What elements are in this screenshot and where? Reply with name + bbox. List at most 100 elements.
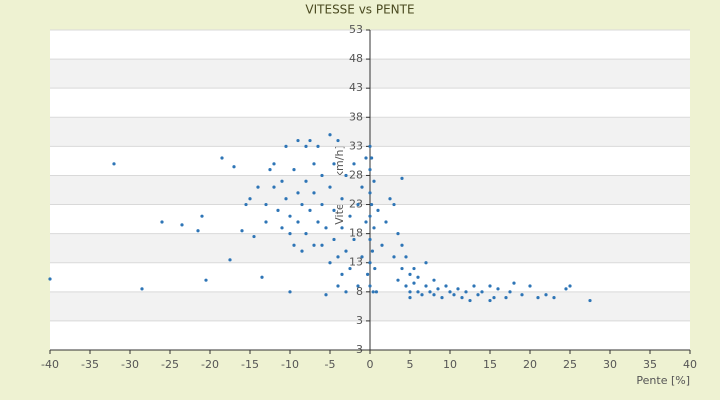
point: [336, 284, 340, 288]
point: [160, 220, 164, 224]
point: [348, 214, 352, 218]
point: [452, 293, 456, 297]
point: [568, 284, 572, 288]
point: [280, 226, 284, 230]
x-tick-label: -20: [201, 358, 219, 371]
point: [404, 284, 408, 288]
x-tick-label: -40: [41, 358, 59, 371]
point: [368, 214, 372, 218]
point: [440, 296, 444, 300]
point: [368, 284, 372, 288]
chart-title: VITESSE vs PENTE: [305, 3, 414, 17]
point: [412, 281, 416, 285]
point: [252, 234, 256, 239]
point: [536, 296, 540, 300]
point: [432, 293, 436, 297]
x-tick-label: -35: [81, 358, 99, 371]
point: [368, 261, 372, 265]
point: [272, 162, 276, 166]
point: [196, 229, 200, 233]
point: [320, 202, 324, 207]
point: [512, 281, 516, 285]
point: [324, 293, 328, 297]
point: [352, 162, 356, 166]
point: [304, 232, 308, 236]
point: [460, 296, 464, 300]
point: [256, 185, 260, 189]
point: [336, 138, 340, 143]
y-tick-label: 18: [349, 227, 363, 240]
y-tick-label: 23: [349, 198, 363, 211]
point: [328, 185, 332, 189]
point: [340, 272, 344, 276]
point: [476, 293, 480, 297]
x-tick-label: 30: [603, 358, 617, 371]
point: [48, 277, 52, 281]
point: [248, 197, 252, 201]
point: [392, 255, 396, 259]
point: [424, 284, 428, 288]
point: [448, 290, 452, 294]
point: [240, 229, 244, 233]
point: [180, 223, 184, 227]
point: [364, 220, 368, 224]
point: [364, 156, 368, 160]
point: [552, 296, 556, 300]
point: [332, 162, 336, 166]
point: [304, 179, 308, 183]
y-tick-label: 38: [349, 110, 363, 123]
point: [366, 272, 370, 276]
point: [368, 168, 372, 172]
point: [272, 185, 276, 189]
x-tick-label: 15: [483, 358, 497, 371]
point: [284, 197, 288, 201]
point: [374, 290, 378, 294]
y-tick-label: 8: [356, 285, 363, 298]
point: [312, 191, 316, 195]
point: [340, 197, 344, 201]
x-tick-label: 35: [643, 358, 657, 371]
point: [504, 296, 508, 300]
point: [400, 176, 404, 180]
point: [396, 232, 400, 236]
point: [432, 278, 436, 282]
point: [288, 290, 292, 294]
point: [220, 156, 224, 160]
point: [336, 255, 340, 259]
point: [388, 197, 392, 201]
y-tick-label: 53: [349, 23, 363, 36]
x-tick-label: 20: [523, 358, 537, 371]
point: [520, 293, 524, 297]
point: [332, 208, 336, 212]
point: [368, 191, 372, 195]
point: [320, 243, 324, 247]
x-tick-label: -25: [161, 358, 179, 371]
point: [408, 296, 412, 300]
point: [372, 179, 376, 183]
point: [368, 144, 372, 148]
point: [228, 258, 232, 262]
point: [370, 202, 374, 207]
point: [424, 261, 428, 265]
point: [488, 284, 492, 288]
point: [372, 226, 376, 230]
point: [204, 278, 208, 282]
point: [344, 249, 348, 253]
x-tick-label: -30: [121, 358, 139, 371]
point: [328, 133, 332, 137]
point: [296, 220, 300, 224]
point: [396, 278, 400, 282]
point: [468, 298, 472, 303]
point: [488, 298, 492, 303]
x-tick-label: -10: [281, 358, 299, 371]
point: [300, 249, 304, 253]
point: [496, 287, 500, 291]
point: [472, 284, 476, 288]
point: [392, 202, 396, 207]
point: [408, 290, 412, 294]
point: [416, 275, 420, 279]
point: [260, 275, 264, 279]
y-tick-label: 13: [349, 256, 363, 269]
point: [412, 266, 416, 271]
